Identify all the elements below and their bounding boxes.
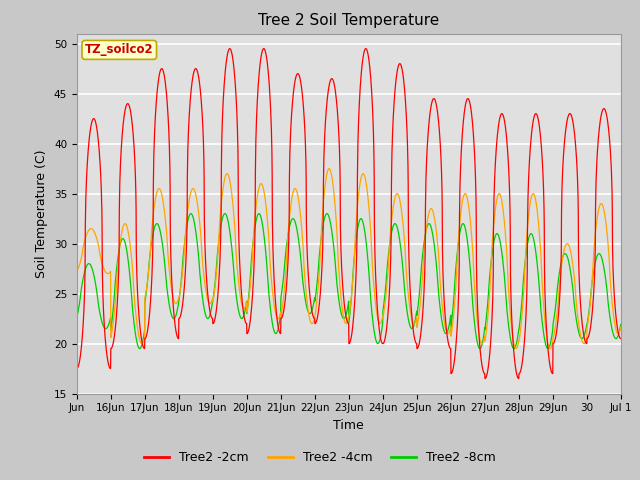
Tree2 -2cm (610, 277, 618, 283)
Tree2 -8cm (544, 346, 552, 351)
Legend: Tree2 -2cm, Tree2 -4cm, Tree2 -8cm: Tree2 -2cm, Tree2 -4cm, Tree2 -8cm (140, 446, 500, 469)
Tree2 -8cm (136, 346, 144, 351)
Tree2 -8cm (382, 283, 390, 289)
Tree2 -2cm (73, 366, 81, 372)
Tree2 -8cm (610, 332, 618, 337)
Tree2 -2cm (481, 376, 489, 382)
Tree2 -8cm (187, 211, 195, 216)
Line: Tree2 -2cm: Tree2 -2cm (77, 48, 621, 379)
Tree2 -4cm (73, 268, 81, 274)
Tree2 -4cm (617, 324, 625, 330)
Y-axis label: Soil Temperature (C): Soil Temperature (C) (35, 149, 48, 278)
Tree2 -2cm (513, 372, 521, 378)
Tree2 -8cm (245, 290, 253, 296)
Tree2 -8cm (73, 315, 81, 321)
Tree2 -2cm (245, 327, 253, 333)
Tree2 -2cm (617, 336, 625, 341)
Tree2 -8cm (513, 338, 521, 344)
Tree2 -8cm (617, 322, 625, 327)
Tree2 -2cm (381, 333, 389, 339)
Text: TZ_soilco2: TZ_soilco2 (85, 43, 154, 56)
Tree2 -4cm (127, 251, 135, 256)
Line: Tree2 -4cm: Tree2 -4cm (77, 168, 621, 348)
Tree2 -8cm (127, 288, 135, 293)
Tree2 -4cm (513, 345, 521, 351)
Tree2 -2cm (226, 46, 234, 51)
Tree2 -4cm (244, 299, 252, 304)
Tree2 -2cm (127, 112, 135, 118)
Tree2 -4cm (381, 296, 389, 302)
Tree2 -4cm (512, 346, 520, 351)
Tree2 -4cm (610, 312, 618, 318)
X-axis label: Time: Time (333, 419, 364, 432)
Tree2 -4cm (544, 339, 552, 345)
Tree2 -4cm (325, 166, 333, 171)
Line: Tree2 -8cm: Tree2 -8cm (77, 214, 621, 348)
Title: Tree 2 Soil Temperature: Tree 2 Soil Temperature (258, 13, 440, 28)
Tree2 -2cm (544, 341, 552, 347)
